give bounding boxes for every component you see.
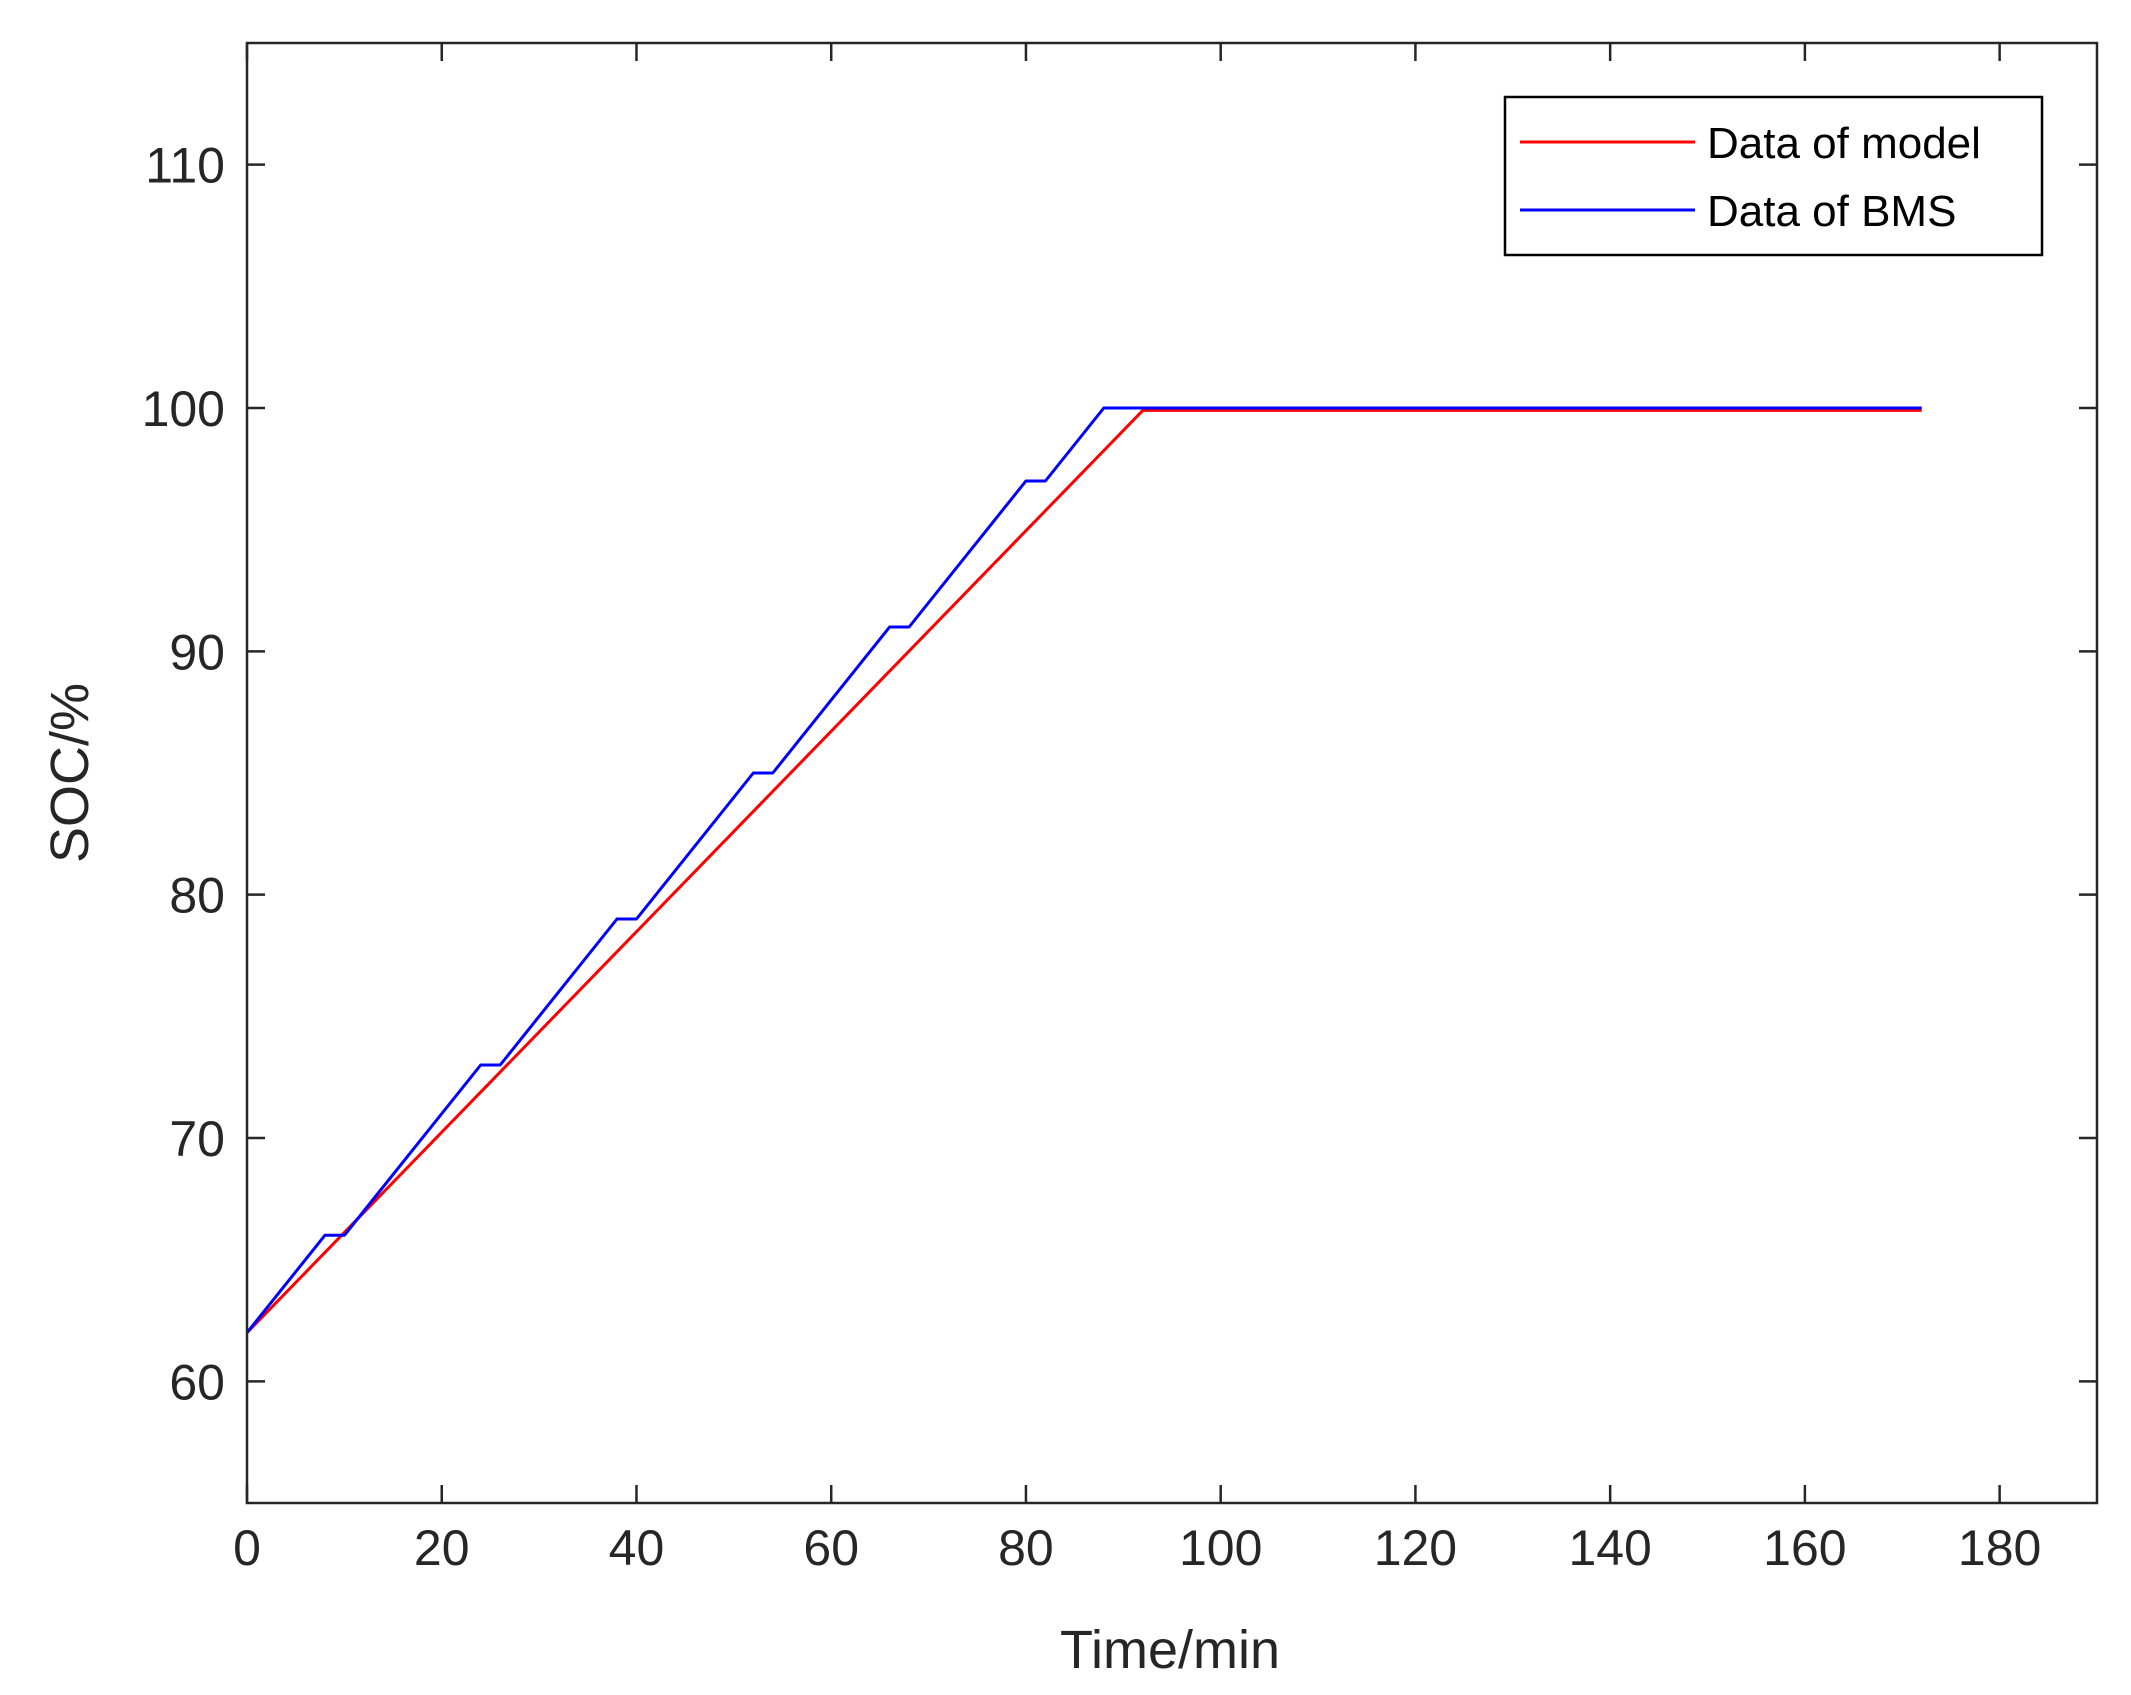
x-tick-label: 0 — [233, 1520, 261, 1576]
plot-frame — [245, 41, 2099, 1505]
legend-label-bms: Data of BMS — [1707, 187, 1956, 236]
legend-box — [1503, 95, 2044, 257]
series-line-bms — [245, 406, 1922, 1334]
x-tick-label: 40 — [609, 1520, 665, 1576]
x-tick-label: 60 — [803, 1520, 859, 1576]
y-tick-label: 110 — [145, 138, 225, 194]
series-line-model — [245, 408, 1922, 1334]
y-tick-label: 70 — [169, 1111, 225, 1167]
series-layer — [245, 406, 1922, 1334]
y-tick-label: 90 — [169, 624, 225, 680]
x-tick-label: 160 — [1763, 1520, 1846, 1576]
x-tick-label: 180 — [1958, 1520, 2041, 1576]
y-axis-ticks: 60 70 80 90 100 110 — [142, 138, 2097, 1410]
x-axis-label: Time/min — [1060, 1620, 1280, 1680]
x-tick-label: 100 — [1179, 1520, 1262, 1576]
y-tick-label: 80 — [169, 868, 225, 924]
x-tick-label: 80 — [998, 1520, 1054, 1576]
plot-background — [247, 43, 2097, 1503]
y-tick-label: 100 — [142, 381, 225, 437]
y-tick-label: 60 — [169, 1354, 225, 1410]
x-tick-label: 140 — [1568, 1520, 1651, 1576]
x-tick-label: 120 — [1374, 1520, 1457, 1576]
x-axis-ticks: 0 20 40 60 80 100 120 140 160 180 — [233, 43, 2041, 1576]
legend: Data of model Data of BMS — [1503, 95, 2044, 257]
y-axis-label: SOC/% — [40, 683, 100, 863]
legend-label-model: Data of model — [1707, 119, 1981, 168]
x-tick-label: 20 — [414, 1520, 470, 1576]
